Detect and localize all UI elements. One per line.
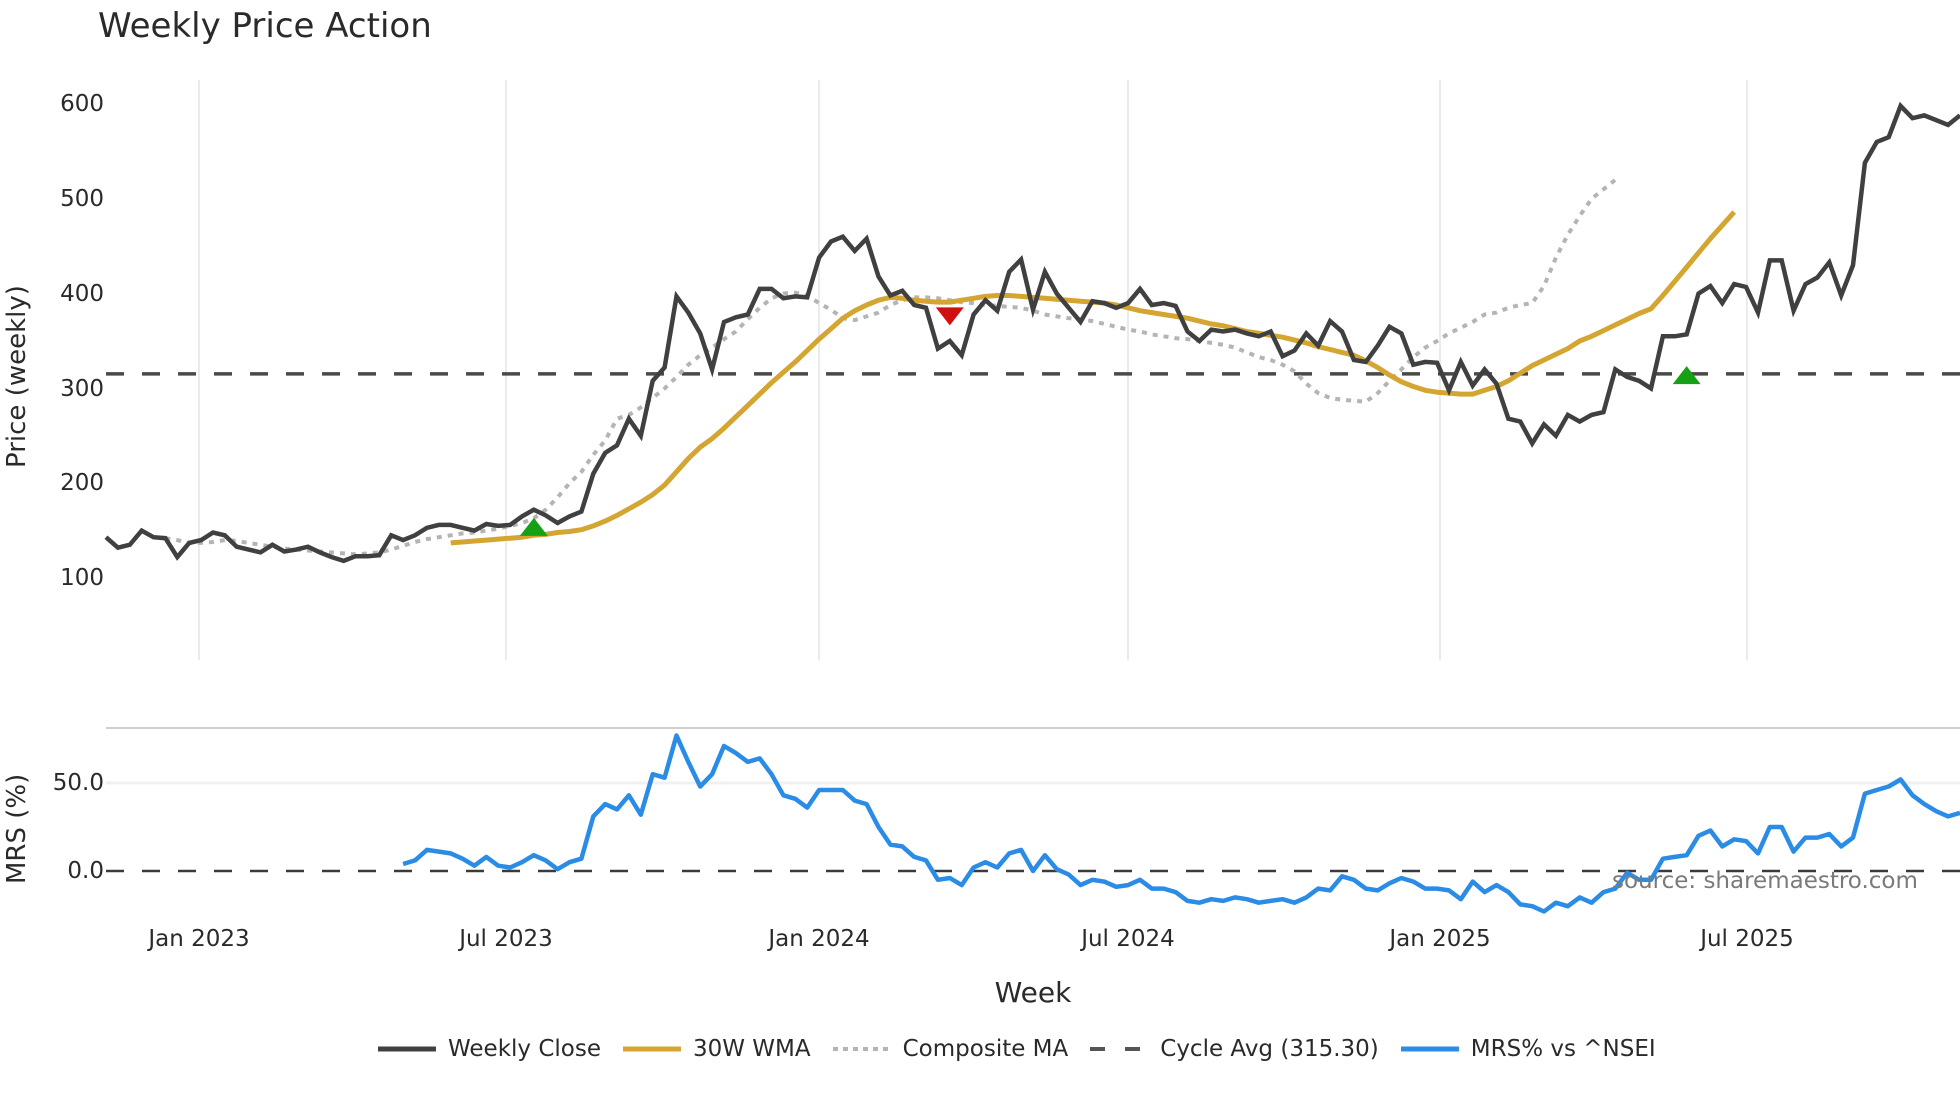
price-ytick: 100 <box>60 565 104 591</box>
weekly-close-line <box>104 101 1960 564</box>
legend-item-composite-ma[interactable]: Composite MA <box>832 1036 1069 1062</box>
dotted-line-icon <box>832 1047 891 1051</box>
gridlines <box>106 80 1960 785</box>
mrs-ytick: 0.0 <box>67 858 104 884</box>
x-tick-label: Jan 2024 <box>768 926 870 952</box>
x-tick-label: Jul 2024 <box>1081 926 1175 952</box>
chart-title: Weekly Price Action <box>98 6 432 46</box>
buy-signal-triangle-icon <box>519 517 548 536</box>
solid-line-icon <box>1400 1046 1459 1052</box>
legend-item-cycle-avg[interactable]: Cycle Avg (315.30) <box>1090 1036 1379 1062</box>
price-ytick: 200 <box>60 470 104 496</box>
price-ytick: 600 <box>60 91 104 117</box>
legend-item-weekly-close[interactable]: Weekly Close <box>378 1036 601 1062</box>
price-ytick: 300 <box>60 376 104 402</box>
mrs-ytick: 50.0 <box>52 770 104 796</box>
buy-signal-triangle-icon <box>1672 366 1701 385</box>
legend-label: Composite MA <box>902 1036 1069 1062</box>
dashed-line-icon <box>1090 1047 1149 1051</box>
legend-label: MRS% vs ^NSEI <box>1470 1036 1656 1062</box>
x-tick-label: Jul 2025 <box>1700 926 1794 952</box>
legend-label: Weekly Close <box>448 1036 601 1062</box>
price-plot <box>104 101 1960 564</box>
legend-label: 30W WMA <box>692 1036 811 1062</box>
mrs-plot <box>106 733 1960 914</box>
price-ytick: 500 <box>60 186 104 212</box>
wma-line <box>450 210 1737 546</box>
sell-signal-triangle-icon <box>935 307 964 326</box>
x-axis-label: Week <box>994 976 1072 1009</box>
solid-line-icon <box>378 1046 436 1052</box>
x-tick-label: Jan 2025 <box>1389 926 1491 952</box>
legend-item-30w-wma[interactable]: 30W WMA <box>622 1036 811 1062</box>
source-watermark: source: sharemaestro.com <box>1612 868 1918 894</box>
x-tick-label: Jan 2023 <box>148 926 250 952</box>
solid-line-icon <box>622 1046 681 1052</box>
x-tick-label: Jul 2023 <box>459 926 553 952</box>
legend-item-mrs[interactable]: MRS% vs ^NSEI <box>1400 1036 1656 1062</box>
legend: Weekly Close 30W WMA Composite MA Cycle … <box>378 1036 1656 1062</box>
composite-ma-line <box>165 178 1617 557</box>
mrs-line <box>402 733 1960 914</box>
legend-label: Cycle Avg (315.30) <box>1160 1036 1379 1062</box>
price-ytick: 400 <box>60 281 104 307</box>
